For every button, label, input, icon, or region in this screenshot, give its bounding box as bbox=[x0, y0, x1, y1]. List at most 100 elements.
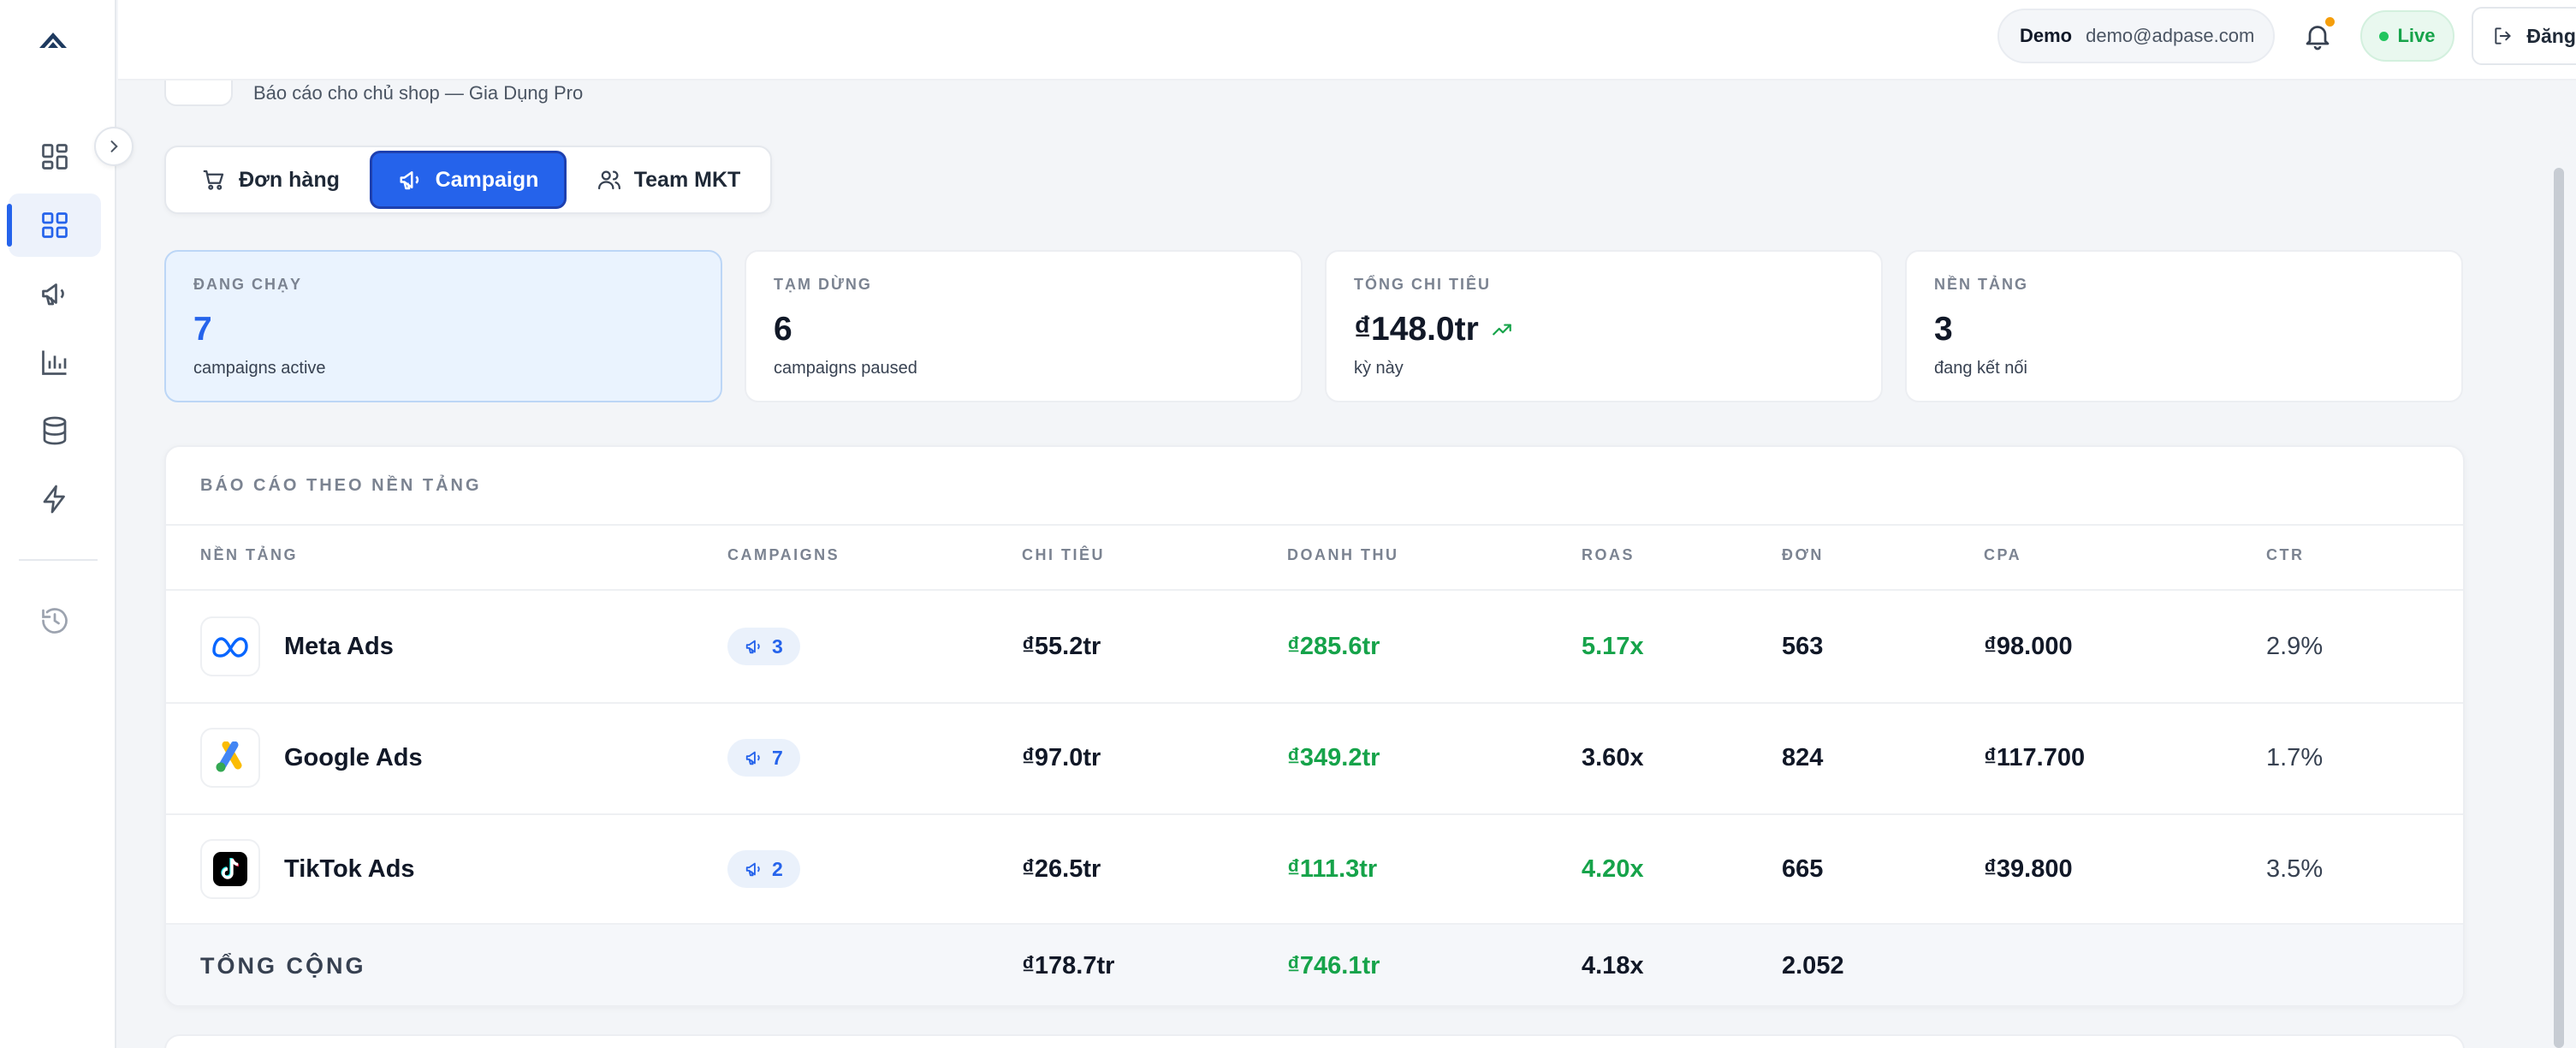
page-subtitle: Báo cáo cho chủ shop — Gia Dụng Pro bbox=[253, 82, 584, 104]
divider bbox=[166, 702, 2463, 704]
sidebar-divider bbox=[19, 559, 98, 561]
total-label: TỔNG CỘNG bbox=[200, 952, 366, 979]
tiktok-icon bbox=[200, 839, 260, 899]
sidebar-item-automation[interactable] bbox=[9, 467, 101, 531]
notifications-button[interactable] bbox=[2299, 17, 2336, 55]
platform-cell: Google Ads bbox=[200, 702, 423, 813]
roas-cell: 5.17x bbox=[1582, 632, 1644, 660]
spend-cell: ₫97.0tr bbox=[1022, 743, 1101, 771]
sidebar-item-campaigns[interactable] bbox=[9, 262, 101, 325]
divider bbox=[166, 589, 2463, 591]
cpa-cell: ₫98.000 bbox=[1984, 632, 2073, 660]
stat-value: ₫148.0tr bbox=[1354, 311, 1854, 348]
tab-team-mkt-label: Team MKT bbox=[633, 167, 741, 192]
stat-sub: campaigns paused bbox=[774, 359, 917, 378]
sidebar-item-history[interactable] bbox=[9, 589, 101, 652]
logout-icon bbox=[2495, 27, 2511, 45]
notification-dot bbox=[2325, 17, 2335, 27]
column-header-orders: ĐƠN bbox=[1782, 546, 1824, 563]
sidebar-item-dashboard[interactable] bbox=[9, 125, 101, 188]
tab-team-mkt[interactable]: Team MKT bbox=[570, 151, 767, 209]
stat-card-platforms[interactable]: NỀN TẢNG 3 đang kết nối bbox=[1905, 250, 2463, 402]
tab-campaign-label: Campaign bbox=[435, 167, 539, 192]
orders-cell: 824 bbox=[1782, 743, 1824, 771]
campaigns-cell: 3 bbox=[727, 591, 800, 702]
grid-icon bbox=[42, 212, 68, 238]
total-roas-cell: 4.18x bbox=[1582, 951, 1644, 980]
platform-report-card: BÁO CÁO THEO NỀN TẢNG NỀN TẢNG CAMPAIGNS… bbox=[164, 445, 2465, 1007]
live-status-badge: Live bbox=[2360, 10, 2454, 62]
stat-sub: campaigns active bbox=[193, 359, 326, 378]
user-info[interactable]: Demo demo@adpase.com bbox=[1997, 9, 2275, 63]
logout-label: Đăng xuất bbox=[2526, 24, 2576, 47]
spend-cell: ₫55.2tr bbox=[1022, 632, 1101, 660]
logout-button[interactable]: Đăng xuất bbox=[2472, 7, 2576, 65]
revenue-cell: ₫111.3tr bbox=[1287, 854, 1378, 883]
platform-name: TikTok Ads bbox=[284, 854, 415, 883]
tab-orders[interactable]: Đơn hàng bbox=[171, 151, 370, 209]
stat-sub: đang kết nối bbox=[1934, 359, 2027, 378]
cpa-cell: ₫39.800 bbox=[1984, 854, 2073, 883]
column-header-revenue: DOANH THU bbox=[1287, 546, 1399, 563]
megaphone-icon bbox=[400, 171, 418, 190]
total-orders-cell: 2.052 bbox=[1782, 951, 1844, 980]
campaigns-cell: 2 bbox=[727, 813, 800, 925]
table-row-tiktok-ads[interactable]: TikTok Ads 2 ₫26.5tr ₫111.3tr 4.20x 665 … bbox=[166, 813, 2463, 925]
meta-icon bbox=[200, 616, 260, 676]
trending-up-icon bbox=[1492, 324, 1511, 336]
platform-name: Google Ads bbox=[284, 743, 423, 771]
stat-card-running[interactable]: ĐANG CHẠY 7 campaigns active bbox=[164, 250, 722, 402]
roas-cell: 3.60x bbox=[1582, 743, 1644, 771]
campaign-count-badge[interactable]: 3 bbox=[727, 628, 800, 665]
tab-campaign[interactable]: Campaign bbox=[370, 151, 567, 209]
bell-icon bbox=[2306, 26, 2330, 51]
campaign-count-badge[interactable]: 7 bbox=[727, 739, 800, 777]
report-title: BÁO CÁO THEO NỀN TẢNG bbox=[200, 476, 482, 495]
campaign-count-badge[interactable]: 2 bbox=[727, 850, 800, 888]
users-icon bbox=[597, 170, 620, 190]
column-header-platform: NỀN TẢNG bbox=[200, 546, 298, 563]
column-header-spend: CHI TIÊU bbox=[1022, 546, 1106, 563]
user-email: demo@adpase.com bbox=[2086, 25, 2255, 46]
platform-cell: Meta Ads bbox=[200, 591, 394, 702]
column-header-ctr: CTR bbox=[2266, 546, 2305, 563]
stat-value: 7 bbox=[193, 311, 212, 348]
stat-label: TỔNG CHI TIÊU bbox=[1354, 276, 1491, 293]
spend-cell: ₫26.5tr bbox=[1022, 854, 1101, 883]
cart-icon bbox=[203, 170, 224, 190]
sidebar-item-analytics[interactable] bbox=[9, 330, 101, 394]
table-row-google-ads[interactable]: Google Ads 7 ₫97.0tr ₫349.2tr 3.60x 824 … bbox=[166, 702, 2463, 813]
scrollbar-thumb[interactable] bbox=[2554, 168, 2564, 1048]
megaphone-icon bbox=[745, 862, 760, 877]
table-total-row: TỔNG CỘNG ₫178.7tr ₫746.1tr 4.18x 2.052 bbox=[166, 923, 2463, 1005]
user-name: Demo bbox=[2020, 25, 2073, 46]
total-label-cell: TỔNG CỘNG bbox=[200, 923, 366, 1005]
platform-cell: TikTok Ads bbox=[200, 813, 415, 925]
stat-card-total-spend[interactable]: TỔNG CHI TIÊU ₫148.0tr kỳ này bbox=[1325, 250, 1883, 402]
bar-chart-icon bbox=[42, 350, 67, 375]
campaigns-cell: 7 bbox=[727, 702, 800, 813]
total-revenue-cell: ₫746.1tr bbox=[1287, 951, 1380, 980]
sidebar-toggle-button[interactable] bbox=[94, 127, 134, 166]
live-label: Live bbox=[2397, 25, 2436, 46]
table-row-meta-ads[interactable]: Meta Ads 3 ₫55.2tr ₫285.6tr 5.17x 563 ₫9… bbox=[166, 591, 2463, 702]
divider bbox=[166, 923, 2463, 925]
lightning-icon bbox=[43, 485, 65, 514]
column-header-roas: ROAS bbox=[1582, 546, 1635, 563]
ctr-cell: 2.9% bbox=[2266, 632, 2324, 660]
stat-sub: kỳ này bbox=[1354, 359, 1404, 378]
platform-name: Meta Ads bbox=[284, 632, 394, 660]
sidebar bbox=[0, 0, 116, 1048]
ctr-cell: 1.7% bbox=[2266, 743, 2324, 771]
megaphone-icon bbox=[745, 751, 760, 765]
google-ads-icon bbox=[200, 728, 260, 788]
database-icon bbox=[43, 416, 67, 445]
divider bbox=[166, 813, 2463, 815]
orders-cell: 665 bbox=[1782, 854, 1824, 883]
orders-cell: 563 bbox=[1782, 632, 1824, 660]
sidebar-item-data[interactable] bbox=[9, 399, 101, 462]
sidebar-item-reports[interactable] bbox=[7, 194, 101, 257]
megaphone-icon bbox=[42, 283, 64, 306]
column-header-cpa: CPA bbox=[1984, 546, 2022, 563]
stat-card-paused[interactable]: TẠM DỪNG 6 campaigns paused bbox=[745, 250, 1303, 402]
